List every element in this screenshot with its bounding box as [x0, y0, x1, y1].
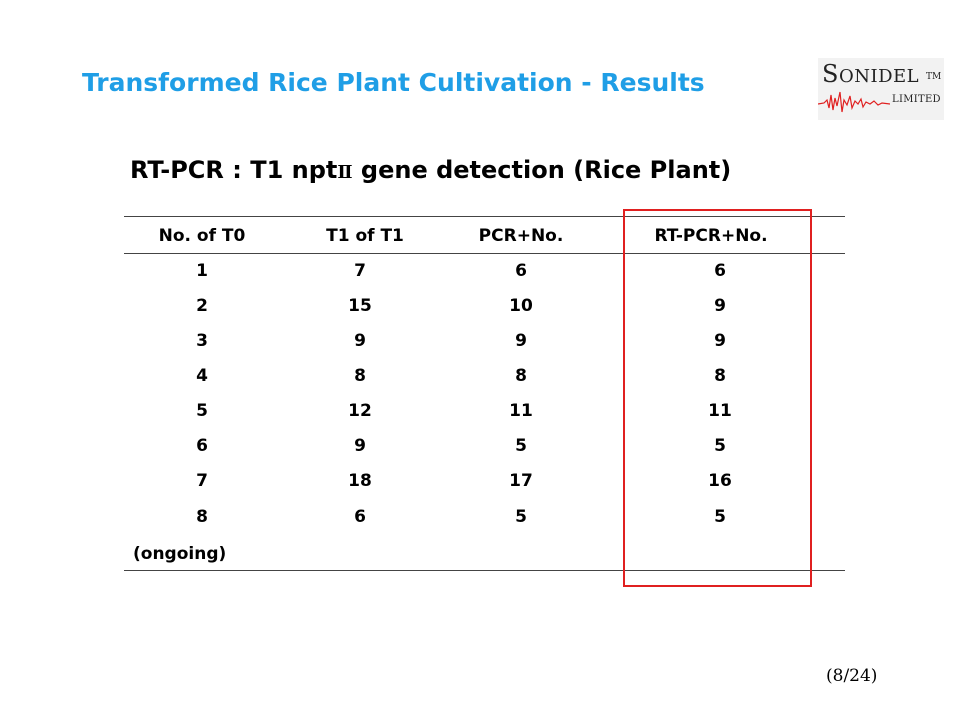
table-cell: 9	[714, 296, 726, 316]
table-cell: 8	[196, 507, 208, 527]
table-cell: 11	[708, 401, 732, 421]
header-no-of-t0: No. of T0	[158, 226, 246, 246]
table-cell: 5	[714, 436, 726, 456]
table-cell: 6	[196, 436, 208, 456]
slide-title: Transformed Rice Plant Cultivation - Res…	[82, 68, 705, 97]
table-cell: 8	[515, 366, 527, 386]
header-rt-pcr-no: RT-PCR+No.	[654, 226, 768, 246]
table-cell: 12	[348, 401, 372, 421]
table-cell: 5	[714, 507, 726, 527]
caption-suffix: gene detection (Rice Plant)	[352, 156, 732, 184]
ecg-wave-icon	[818, 91, 890, 113]
table-cell: 18	[348, 471, 372, 491]
table-cell: 7	[196, 471, 208, 491]
header-pcr-no: PCR+No.	[478, 226, 564, 246]
table-cell: 15	[348, 296, 372, 316]
table-cell: 16	[708, 471, 732, 491]
table-cell: 1	[196, 261, 208, 281]
sonidel-logo: SONIDEL TM LIMITED	[818, 58, 944, 120]
table-cell: 8	[354, 366, 366, 386]
table-header-rule	[124, 253, 845, 254]
table-cell: 5	[515, 507, 527, 527]
table-cell: 2	[196, 296, 208, 316]
logo-wordmark: SONIDEL	[822, 60, 919, 88]
rt-pcr-highlight-box	[623, 209, 812, 587]
table-top-rule	[124, 216, 845, 217]
table-cell: 9	[354, 331, 366, 351]
table-cell: 6	[714, 261, 726, 281]
table-cell: 8	[714, 366, 726, 386]
table-cell: 5	[515, 436, 527, 456]
table-cell: 17	[509, 471, 533, 491]
table-cell: 6	[354, 507, 366, 527]
table-caption: RT-PCR : T1 nptⅡ gene detection (Rice Pl…	[130, 156, 731, 184]
page-number: (8/24)	[826, 666, 878, 686]
header-t1-of-t1: T1 of T1	[326, 226, 404, 246]
table-cell: 4	[196, 366, 208, 386]
table-cell: 11	[509, 401, 533, 421]
table-cell: 3	[196, 331, 208, 351]
logo-rest-word: ONIDEL	[838, 66, 920, 87]
logo-first-letter: S	[822, 60, 839, 88]
table-bottom-rule	[124, 570, 845, 571]
table-cell: 7	[354, 261, 366, 281]
logo-trademark: TM	[926, 72, 942, 82]
table-cell: 10	[509, 296, 533, 316]
table-cell: 5	[196, 401, 208, 421]
caption-roman-numeral: Ⅱ	[337, 162, 353, 183]
table-cell: 9	[714, 331, 726, 351]
ongoing-note: (ongoing)	[133, 544, 227, 564]
table-cell: 9	[515, 331, 527, 351]
table-cell: 6	[515, 261, 527, 281]
caption-prefix: RT-PCR : T1 npt	[130, 156, 338, 184]
table-cell: 9	[354, 436, 366, 456]
logo-limited: LIMITED	[892, 94, 941, 105]
